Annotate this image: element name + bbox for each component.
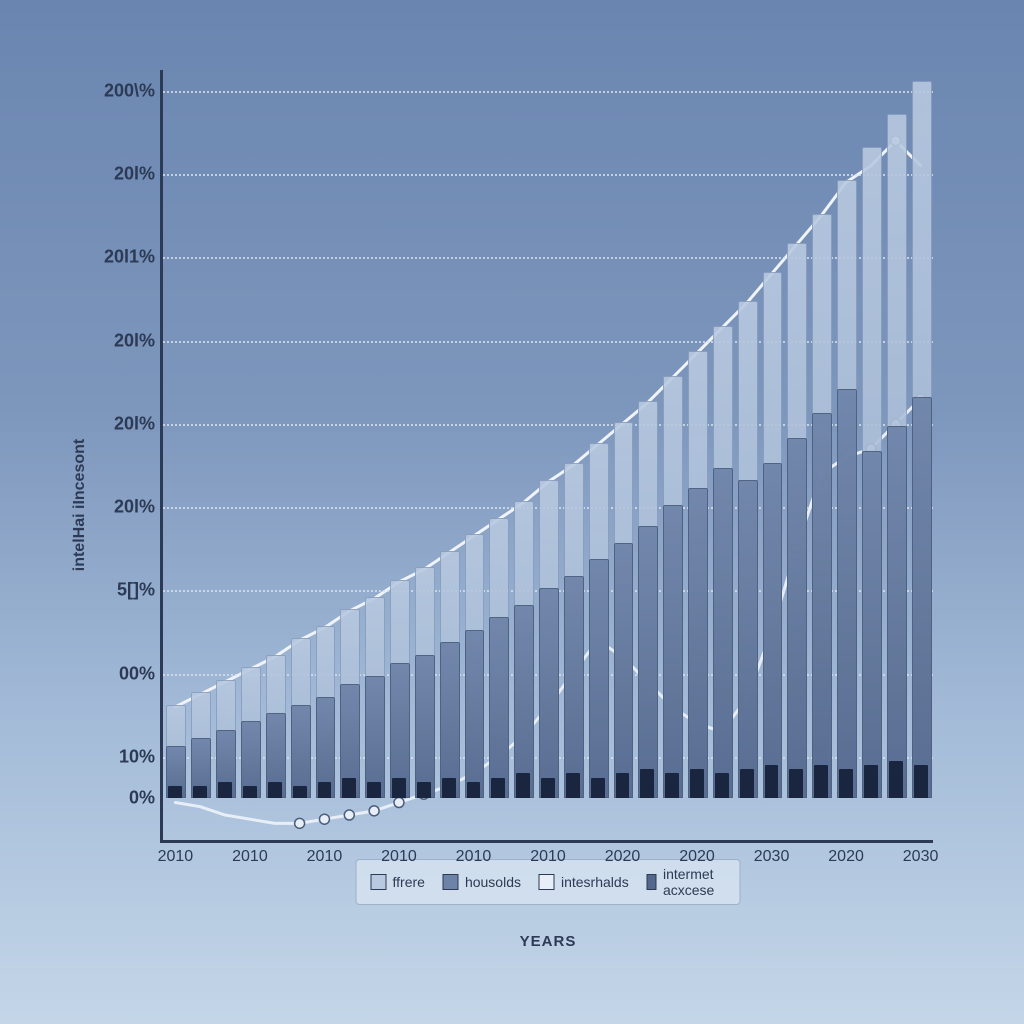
- x-tick-label: 2030: [754, 840, 790, 866]
- legend-item: intermet acxcese: [647, 866, 726, 898]
- y-tick-label: 20l%: [114, 413, 163, 434]
- y-axis-label: intelHai iIncesont: [71, 439, 89, 571]
- bar-dark: [342, 778, 356, 799]
- bar-mid: [713, 468, 733, 799]
- bar-mid: [514, 605, 534, 798]
- bar-dark: [516, 773, 530, 798]
- bar-dark: [367, 782, 381, 799]
- bar-dark: [417, 782, 431, 799]
- bar-mid: [291, 705, 311, 799]
- bar-dark: [715, 773, 729, 798]
- x-tick-label: 2010: [381, 840, 417, 866]
- bar-mid: [415, 655, 435, 799]
- bar-dark: [765, 765, 779, 798]
- bar-mid: [663, 505, 683, 798]
- bar-dark: [740, 769, 754, 798]
- bar-dark: [914, 765, 928, 798]
- legend-swatch: [539, 874, 555, 890]
- bar-dark: [218, 782, 232, 799]
- x-tick-label: 2010: [158, 840, 194, 866]
- bar-dark: [467, 782, 481, 799]
- bar-dark: [566, 773, 580, 798]
- bar-mid: [589, 559, 609, 798]
- bar-dark: [168, 786, 182, 798]
- bar-dark: [789, 769, 803, 798]
- x-tick-label: 2010: [232, 840, 268, 866]
- bar-mid: [787, 438, 807, 798]
- plot-area: YEARS ffrerehousoldsintesrhaldsintermet …: [160, 70, 933, 843]
- legend-label: ffrere: [393, 874, 425, 890]
- bar-dark: [864, 765, 878, 798]
- x-tick-label: 2020: [828, 840, 864, 866]
- legend-label: intermet acxcese: [663, 866, 726, 898]
- y-tick-label: 5[]%: [117, 580, 163, 601]
- bar-mid: [440, 642, 460, 798]
- bar-mid: [564, 576, 584, 799]
- y-tick-label: 20l1%: [104, 247, 163, 268]
- bar-mid: [738, 480, 758, 798]
- bar-dark: [193, 786, 207, 798]
- bar-dark: [442, 778, 456, 799]
- legend-item: housolds: [443, 866, 521, 898]
- bar-dark: [491, 778, 505, 799]
- bar-dark: [889, 761, 903, 798]
- x-tick-label: 2020: [605, 840, 641, 866]
- bar-mid: [365, 676, 385, 799]
- bar-dark: [616, 773, 630, 798]
- bar-dark: [541, 778, 555, 799]
- bar-mid: [688, 488, 708, 798]
- y-tick-label: 10%: [119, 746, 163, 767]
- bar-mid: [465, 630, 485, 798]
- bar-mid: [638, 526, 658, 799]
- bar-dark: [268, 782, 282, 799]
- bar-dark: [243, 786, 257, 798]
- bar-mid: [862, 451, 882, 798]
- legend-item: intesrhalds: [539, 866, 629, 898]
- y-tick-label: 20l%: [114, 497, 163, 518]
- legend-swatch: [647, 874, 657, 890]
- bar-mid: [912, 397, 932, 799]
- legend-swatch: [443, 874, 459, 890]
- x-tick-label: 2010: [456, 840, 492, 866]
- bar-dark: [293, 786, 307, 798]
- x-axis-label: YEARS: [520, 933, 577, 950]
- y-tick-label: 200\%: [104, 80, 163, 101]
- bar-dark: [640, 769, 654, 798]
- x-tick-label: 2020: [679, 840, 715, 866]
- x-tick-label: 2030: [903, 840, 939, 866]
- bar-dark: [392, 778, 406, 799]
- bar-mid: [812, 413, 832, 798]
- legend-swatch: [371, 874, 387, 890]
- bar-dark: [591, 778, 605, 799]
- bar-dark: [690, 769, 704, 798]
- bar-mid: [614, 543, 634, 799]
- y-tick-label: 00%: [119, 663, 163, 684]
- bar-mid: [489, 617, 509, 798]
- bar-mid: [837, 389, 857, 799]
- bar-mid: [887, 426, 907, 798]
- bar-dark: [665, 773, 679, 798]
- bar-dark: [318, 782, 332, 799]
- bar-mid: [763, 463, 783, 798]
- x-tick-label: 2010: [530, 840, 566, 866]
- x-tick-label: 2010: [307, 840, 343, 866]
- legend-label: intesrhalds: [561, 874, 629, 890]
- y-tick-label: 20l%: [114, 164, 163, 185]
- legend-label: housolds: [465, 874, 521, 890]
- y-tick-label: 0%: [129, 788, 163, 809]
- grid-line: [163, 174, 933, 176]
- legend-item: ffrere: [371, 866, 425, 898]
- bar-mid: [539, 588, 559, 798]
- chart-container: intelHai iIncesont YEARS ffrerehousoldsi…: [110, 70, 930, 940]
- y-tick-label: 20l%: [114, 330, 163, 351]
- bar-dark: [839, 769, 853, 798]
- grid-line: [163, 91, 933, 93]
- bar-dark: [814, 765, 828, 798]
